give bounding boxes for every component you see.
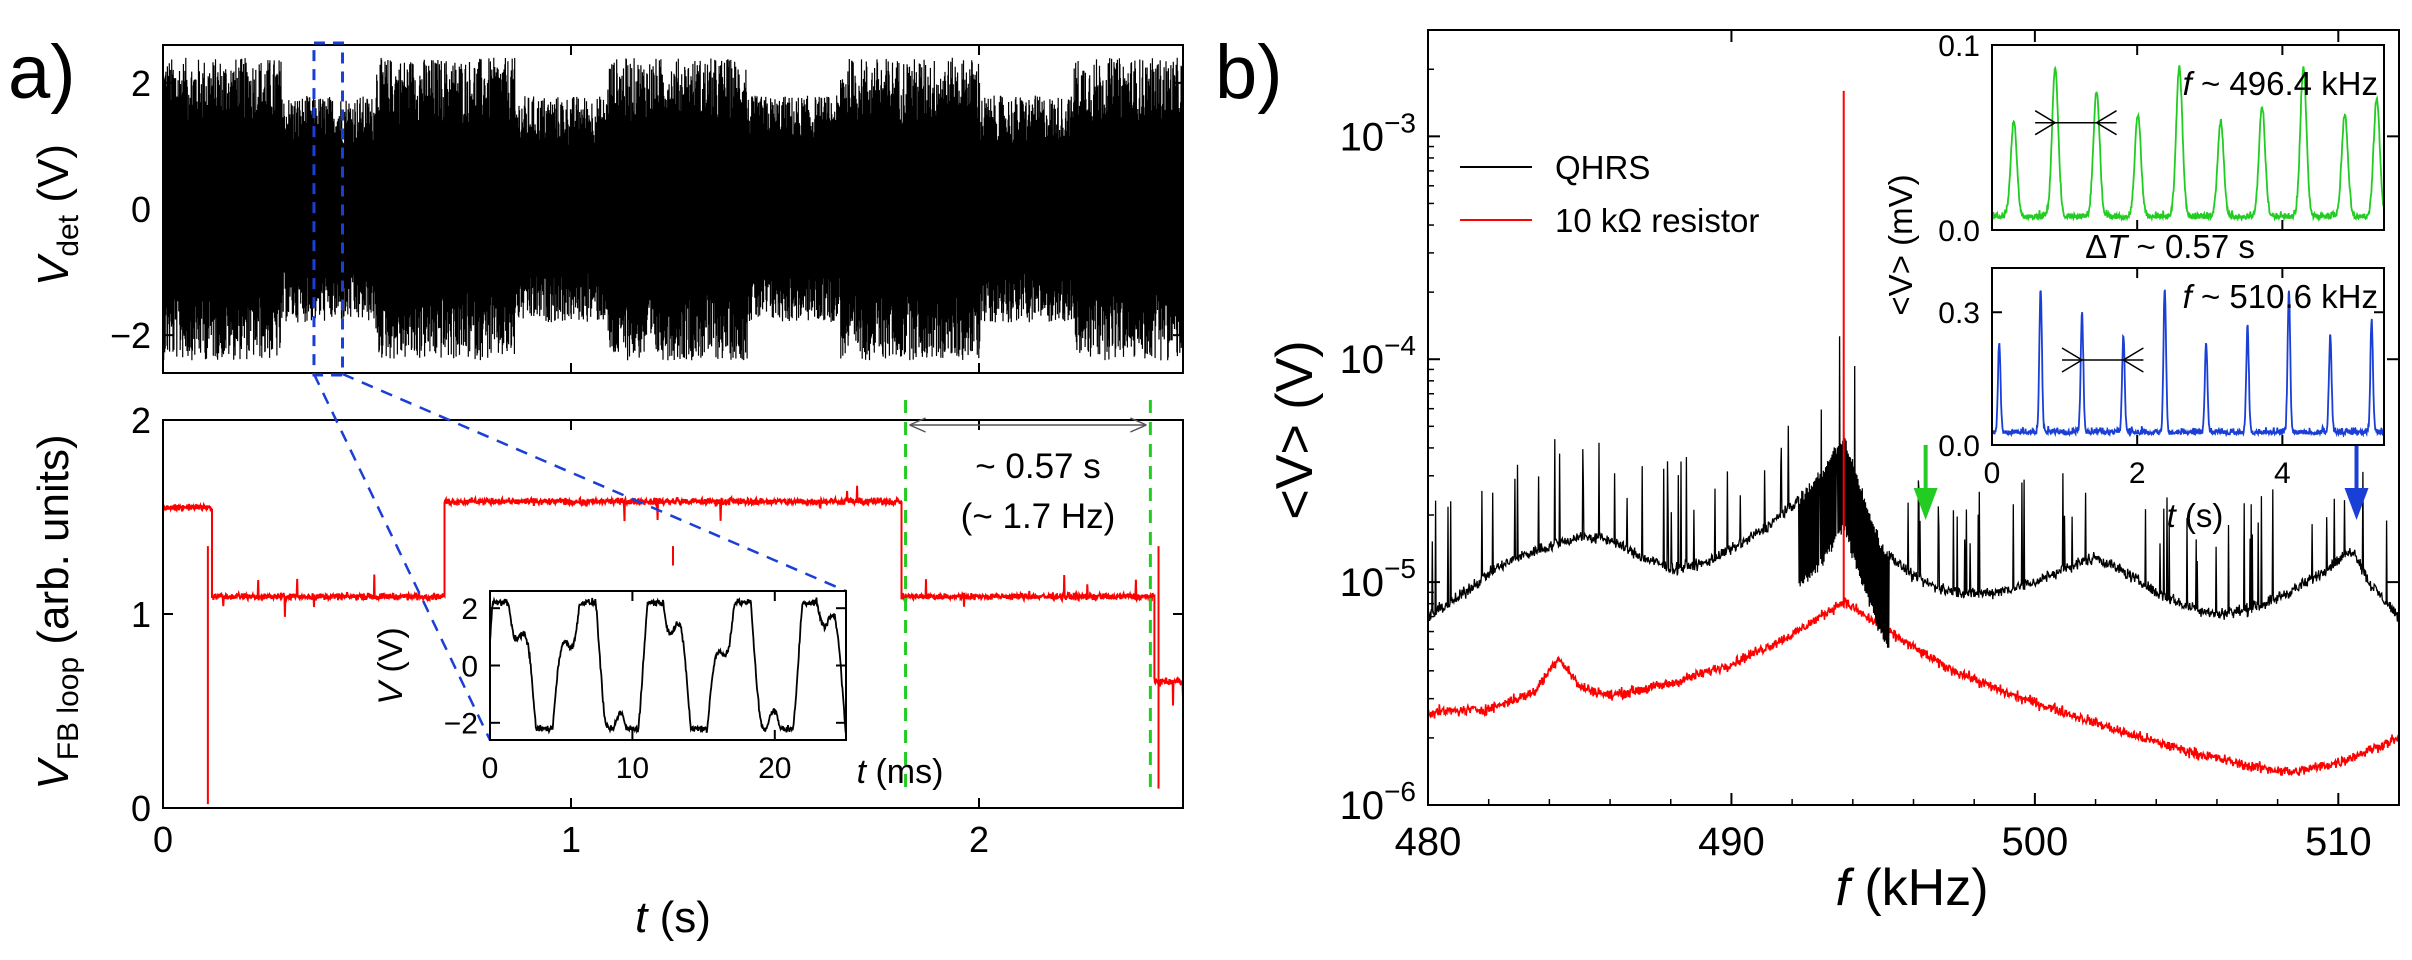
panel-b-main: 480 490 500 510 10−6 10−5 10−4 10−3 <V> (V) f (… [1266, 29, 2400, 917]
vdet-trace [163, 57, 1183, 361]
frequency-axis-label: f (kHz) [1835, 859, 1988, 917]
x-tick-label: 0 [482, 752, 499, 785]
y-tick-label: 0.0 [1938, 430, 1980, 463]
inset-top-ticks: 0.0 0.1 [1938, 30, 2384, 248]
panel-b-inset-bottom: 0 2 4 0.0 0.3 f ~ 510.6 kHz <V> (mV) t (s) [1882, 174, 2385, 534]
inset-peak-trace [1992, 289, 2384, 438]
resistor-trace [1428, 597, 2399, 777]
inset-bottom-period-bar [2061, 347, 2144, 373]
vdet-series [163, 57, 1183, 361]
inset-blue-series [1992, 289, 2384, 438]
period-annotation: ~ 0.57 s [975, 447, 1101, 486]
y-tick-label: 2 [131, 400, 151, 441]
y-tick-label: 0 [131, 788, 151, 829]
spectrum-series [1428, 90, 2399, 777]
period-markers [904, 400, 1152, 790]
x-tick-label: 10 [616, 752, 649, 785]
qhrs-trace [1428, 336, 2399, 648]
y-tick-label: 0.0 [1938, 215, 1980, 248]
y-tick-label: 0 [461, 650, 478, 683]
x-tick-label: 20 [758, 752, 791, 785]
period-arrowheads [909, 417, 1147, 433]
legend-label-qhrs: QHRS [1555, 149, 1650, 186]
inset-x-axis-label: t (ms) [857, 753, 944, 791]
x-tick-label: 500 [2002, 820, 2069, 864]
x-tick-label: 2 [969, 819, 989, 860]
zoom-line-left [312, 373, 492, 741]
x-tick-label: 4 [2274, 457, 2291, 490]
zoom-window [312, 41, 345, 377]
y-tick-label: 10−6 [1340, 776, 1416, 828]
panel-a-inset: 0 10 20−202 V (V) t (ms) [372, 590, 944, 791]
legend: QHRS 10 kΩ resistor [1460, 149, 1759, 239]
inset-ticks: 0 10 20−202 [444, 591, 846, 785]
panel-b-label: b) [1215, 30, 1283, 115]
period-bar-ends [2061, 347, 2144, 373]
panel-b-ticks: 480 490 500 510 10−6 10−5 10−4 10−3 [1340, 29, 2400, 864]
x-tick-label: 2 [2129, 457, 2146, 490]
inset-series [490, 596, 846, 735]
y-tick-label: 0 [131, 189, 151, 230]
x-tick-label: 1 [561, 819, 581, 860]
inset-green-series [1992, 65, 2384, 223]
y-tick-label: 0.1 [1938, 30, 1980, 63]
frequency-arrow-head [1913, 488, 1938, 520]
y-tick-label: 0.3 [1938, 297, 1980, 330]
inset-top-frame [1991, 44, 2385, 231]
inset-bottom-frame [1991, 267, 2385, 446]
inset-top-period: ΔT ~ 0.57 s [2085, 228, 2255, 265]
x-tick-label: 510 [2305, 820, 2372, 864]
inset-bottom-frequency: f ~ 510.6 kHz [2183, 278, 2378, 315]
spectrum-y-axis-label: <V> (V) [1266, 340, 1324, 519]
inset-time-axis-label: t (s) [2167, 497, 2224, 534]
vfb-series [163, 485, 1183, 805]
legend-label-resistor: 10 kΩ resistor [1555, 202, 1759, 239]
inset-y-axis-label: V (V) [372, 627, 410, 704]
panel-a-top: −2 0 2 Vdet (V) [29, 41, 1184, 377]
period-bar-ends [2034, 110, 2117, 136]
x-tick-label: 0 [153, 819, 173, 860]
zoom-line-right [342, 372, 847, 593]
vfb-axis-label: VFB loop (arb. units) [29, 434, 85, 789]
y-tick-label: 10−3 [1340, 107, 1416, 159]
y-tick-label: −2 [444, 708, 478, 741]
vfb-trace [163, 485, 1183, 706]
y-tick-label: 2 [461, 593, 478, 626]
y-tick-label: 1 [131, 594, 151, 635]
x-tick-label: 480 [1395, 820, 1462, 864]
inset-bottom-ticks: 0 2 4 0.0 0.3 [1938, 268, 2384, 490]
panel-a-top-ticks: −2 0 2 [110, 45, 1183, 373]
zoom-connector-lines [312, 372, 847, 741]
panel-a-label: a) [8, 30, 76, 115]
inset-peak-trace [1992, 65, 2384, 223]
frequency-arrows [1913, 445, 2369, 520]
y-tick-label: 10−5 [1340, 553, 1416, 605]
frequency-annotation: (~ 1.7 Hz) [961, 497, 1116, 536]
y-tick-label: 10−4 [1340, 330, 1416, 382]
time-axis-label: t (s) [635, 893, 711, 942]
y-tick-label: −2 [110, 315, 151, 356]
inset-shared-y-label: <V> (mV) [1882, 174, 1919, 315]
x-tick-label: 0 [1984, 457, 2001, 490]
inset-top-period-bar [2034, 110, 2117, 136]
vdet-axis-label: Vdet (V) [29, 144, 85, 286]
x-tick-label: 490 [1698, 820, 1765, 864]
frequency-arrow-head [2344, 488, 2369, 520]
inset-trace [490, 596, 846, 735]
y-tick-label: 2 [131, 63, 151, 104]
inset-top-frequency: f ~ 496.4 kHz [2183, 65, 2378, 102]
panel-b-inset-top: 0.0 0.1 f ~ 496.4 kHz ΔT ~ 0.57 s [1938, 30, 2385, 265]
